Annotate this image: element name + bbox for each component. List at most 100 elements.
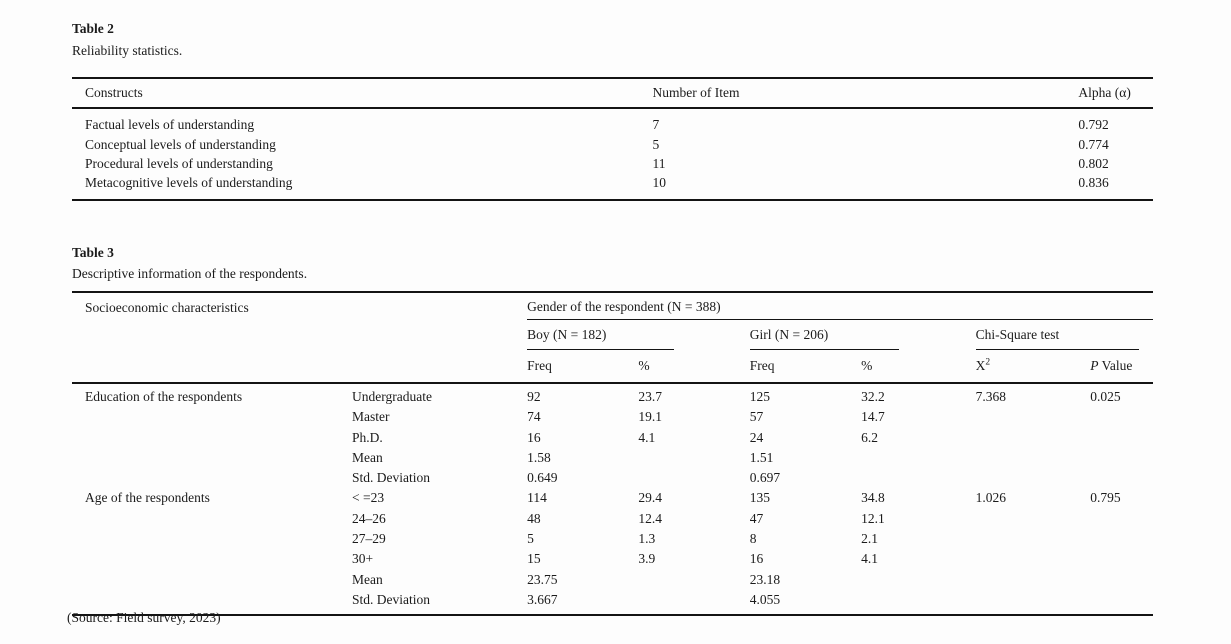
t3-boy-pct-cell: 1.3 bbox=[638, 531, 656, 547]
t3-label-cell: Ph.D. bbox=[351, 429, 383, 445]
t3-girl-freq-cell: 8 bbox=[749, 531, 757, 547]
t3-chi-cell bbox=[976, 529, 1091, 549]
chi-superscript: 2 bbox=[985, 357, 991, 368]
t3-girl-pct-cell: 34.8 bbox=[861, 490, 885, 506]
t3-group-cell bbox=[72, 570, 352, 590]
t3-chi-cell bbox=[976, 509, 1091, 529]
table3-header-gender-group: Gender of the respondent (N = 388) bbox=[527, 292, 1153, 320]
table3-row: 30+ 15 3.9 16 4.1 bbox=[72, 549, 1153, 569]
t3-label-cell: Mean bbox=[351, 571, 383, 587]
t3-girl-pct-cell bbox=[861, 590, 976, 615]
t3-group-cell: Age of the respondents bbox=[85, 490, 210, 506]
t2-items-cell: 7 bbox=[652, 117, 660, 133]
t3-group-cell bbox=[72, 509, 352, 529]
t3-label-cell: 27–29 bbox=[351, 531, 386, 547]
t3-girl-pct-cell: 6.2 bbox=[861, 429, 878, 445]
t3-girl-freq-cell: 23.18 bbox=[749, 571, 781, 587]
t3-girl-freq-cell: 47 bbox=[749, 510, 764, 526]
table3: Socioeconomic characteristics Gender of … bbox=[72, 291, 1153, 617]
table3-header-chi-stat: X2 bbox=[975, 350, 1091, 384]
t3-label-cell: Master bbox=[351, 409, 390, 425]
t3-boy-freq-cell: 74 bbox=[527, 409, 541, 425]
t3-group-cell: Education of the respondents bbox=[85, 389, 243, 404]
table3-header-row-sub: Freq % Freq % X2 P Value bbox=[72, 350, 1153, 384]
t3-chi-cell bbox=[976, 570, 1091, 590]
table3-row: Education of the respondents Undergradua… bbox=[72, 383, 1153, 407]
t3-chi-cell: 1.026 bbox=[975, 490, 1007, 506]
table3-row: 27–29 5 1.3 8 2.1 bbox=[72, 529, 1153, 549]
t3-girl-pct-cell bbox=[861, 468, 976, 488]
t3-boy-pct-cell: 12.4 bbox=[638, 510, 663, 526]
t3-boy-freq-cell: 92 bbox=[527, 389, 541, 404]
t3-boy-pct-cell: 3.9 bbox=[638, 551, 656, 567]
t3-girl-freq-cell: 135 bbox=[749, 490, 770, 506]
t3-girl-pct-cell: 2.1 bbox=[861, 531, 878, 547]
t3-chi-cell: 7.368 bbox=[975, 389, 1007, 404]
t3-girl-pct-cell: 4.1 bbox=[861, 551, 878, 567]
t3-label-cell: Std. Deviation bbox=[351, 591, 430, 607]
t3-p-cell bbox=[1090, 549, 1153, 569]
table2-header-constructs: Constructs bbox=[72, 78, 653, 110]
t3-p-cell bbox=[1090, 529, 1153, 549]
t3-girl-freq-cell: 0.697 bbox=[749, 470, 781, 486]
t3-p-cell bbox=[1090, 509, 1153, 529]
chi-symbol: X bbox=[975, 358, 986, 373]
table2-row: Conceptual levels of understanding 5 0.7… bbox=[72, 135, 1153, 154]
t3-boy-pct-cell bbox=[638, 570, 749, 590]
table3-header-girl-group-cell: Girl (N = 206) bbox=[749, 320, 976, 350]
t3-group-cell bbox=[72, 428, 352, 448]
t3-girl-pct-cell bbox=[861, 448, 976, 468]
t3-chi-cell bbox=[976, 590, 1091, 615]
table3-header-boy-pct: % bbox=[638, 350, 750, 384]
t3-boy-pct-cell bbox=[638, 590, 749, 615]
t2-items-cell: 10 bbox=[652, 175, 667, 191]
table3-row: Mean 23.75 23.18 bbox=[72, 570, 1153, 590]
table3-header-chi-group: Chi-Square test bbox=[975, 326, 1139, 350]
table3-header-row-top: Socioeconomic characteristics Gender of … bbox=[72, 292, 1153, 384]
t3-boy-freq-cell: 5 bbox=[527, 531, 534, 547]
t3-girl-freq-cell: 16 bbox=[749, 551, 764, 567]
t3-boy-freq-cell: 16 bbox=[527, 429, 541, 445]
t3-label-cell: Undergraduate bbox=[351, 389, 432, 404]
table2-header-items: Number of Item bbox=[652, 78, 1079, 110]
t2-construct-cell: Procedural levels of understanding bbox=[85, 155, 273, 171]
table3-source-note: (Source: Field survey, 2023) bbox=[67, 610, 221, 625]
t2-construct-cell: Factual levels of understanding bbox=[85, 117, 255, 133]
p-value-label: Value bbox=[1101, 358, 1133, 373]
t3-chi-cell bbox=[976, 549, 1091, 569]
table2-header-row: Constructs Number of Item Alpha (α) bbox=[72, 78, 1153, 110]
table3-title: Table 3 bbox=[72, 245, 114, 260]
t3-girl-pct-cell: 32.2 bbox=[861, 389, 885, 404]
t3-label-cell: 24–26 bbox=[351, 510, 386, 526]
table2-caption: Reliability statistics. bbox=[72, 43, 183, 58]
t3-label-cell: Mean bbox=[351, 449, 383, 465]
t3-p-cell bbox=[1090, 570, 1153, 590]
t3-girl-freq-cell: 57 bbox=[749, 409, 764, 425]
t3-p-cell bbox=[1090, 448, 1153, 468]
t3-label-cell: < =23 bbox=[351, 490, 385, 506]
table3-header-row-groups: Boy (N = 182) Girl (N = 206) Chi-Square … bbox=[72, 320, 1153, 350]
table3-header-girl-group: Girl (N = 206) bbox=[749, 326, 899, 350]
t3-chi-cell bbox=[976, 428, 1091, 448]
t2-items-cell: 5 bbox=[652, 136, 660, 152]
t3-girl-freq-cell: 1.51 bbox=[749, 449, 774, 465]
t2-construct-cell: Conceptual levels of understanding bbox=[85, 136, 276, 152]
t2-items-cell: 11 bbox=[652, 155, 666, 171]
t3-boy-freq-cell: 114 bbox=[527, 490, 547, 506]
table3-header-boy-group-cell: Boy (N = 182) bbox=[527, 320, 750, 350]
t3-boy-pct-cell: 19.1 bbox=[638, 409, 663, 425]
t3-chi-cell bbox=[976, 468, 1091, 488]
table3-header-p-value: P Value bbox=[1090, 350, 1153, 384]
t3-boy-freq-cell: 1.58 bbox=[527, 449, 551, 465]
t3-label-cell: Std. Deviation bbox=[351, 470, 430, 486]
t2-construct-cell: Metacognitive levels of understanding bbox=[85, 175, 293, 191]
t3-girl-freq-cell: 24 bbox=[749, 429, 764, 445]
table3-caption: Descriptive information of the responden… bbox=[72, 266, 308, 281]
t2-alpha-cell: 0.792 bbox=[1078, 117, 1109, 133]
t3-p-cell: 0.795 bbox=[1090, 490, 1121, 506]
table3-row: Mean 1.58 1.51 bbox=[72, 448, 1153, 468]
t3-chi-cell bbox=[976, 407, 1091, 427]
p-symbol: P bbox=[1090, 358, 1099, 373]
t3-group-cell bbox=[72, 448, 352, 468]
